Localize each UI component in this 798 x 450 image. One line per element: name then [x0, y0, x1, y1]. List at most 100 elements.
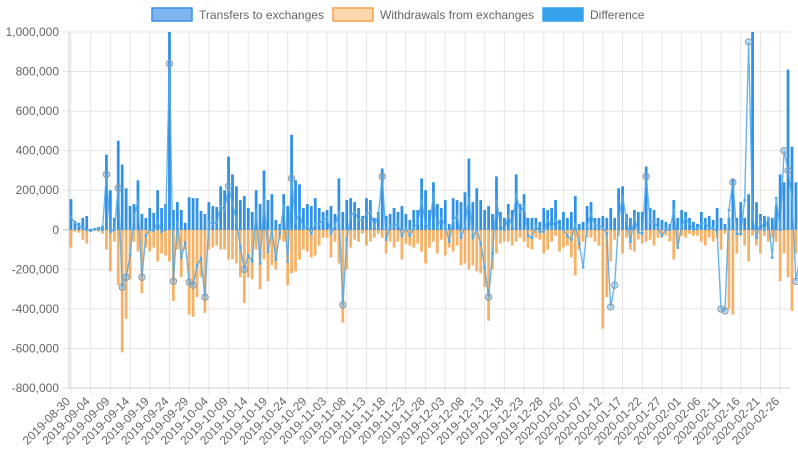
withdrawals-bar — [302, 229, 305, 250]
withdrawals-bar — [120, 229, 124, 353]
withdrawals-bar — [156, 229, 160, 262]
transfers-bar — [349, 198, 353, 230]
difference-point — [607, 303, 615, 311]
difference-point — [755, 236, 758, 240]
transfers-bar — [168, 32, 171, 230]
transfers-bar — [329, 206, 333, 230]
difference-point — [589, 212, 593, 216]
difference-point — [223, 208, 227, 212]
withdrawals-bar — [85, 229, 89, 244]
difference-point — [305, 224, 309, 228]
transfers-bar — [242, 196, 246, 230]
withdrawals-bar — [372, 229, 376, 238]
difference-point — [792, 277, 798, 285]
difference-point — [593, 224, 597, 228]
transfers-bar — [554, 200, 557, 230]
transfers-bar — [211, 206, 215, 230]
withdrawals-bar — [101, 229, 104, 234]
withdrawals-bar — [439, 229, 443, 240]
legend-label-1: Transfers to exchanges — [199, 8, 324, 22]
withdrawals-bar — [589, 229, 593, 238]
withdrawals-bar — [321, 229, 325, 238]
withdrawals-bar — [365, 229, 368, 246]
difference-point — [329, 232, 333, 236]
difference-point — [136, 200, 140, 204]
transfers-bar — [239, 200, 242, 230]
withdrawals-bar — [747, 229, 751, 262]
transfers-bar — [613, 217, 617, 230]
difference-point — [152, 229, 156, 233]
difference-point — [502, 228, 506, 232]
difference-point — [132, 214, 136, 218]
withdrawals-bar — [723, 229, 727, 234]
y-tick-label: 0 — [52, 223, 59, 237]
withdrawals-bar — [376, 229, 380, 234]
y-tick-label: 800,000 — [16, 65, 60, 79]
difference-point — [597, 224, 601, 228]
transfers-bar — [636, 211, 640, 230]
withdrawals-bar — [69, 229, 73, 248]
difference-point — [751, 216, 754, 220]
transfers-bar — [187, 197, 191, 230]
difference-point — [424, 222, 427, 226]
difference-point — [435, 226, 439, 230]
transfers-bar — [81, 217, 85, 230]
withdrawals-bar — [550, 229, 554, 242]
difference-point — [744, 38, 753, 46]
difference-point — [463, 224, 467, 228]
difference-point — [699, 222, 703, 226]
difference-point — [317, 222, 321, 226]
difference-point — [577, 242, 581, 246]
withdrawals-bar — [538, 229, 542, 240]
withdrawals-bar — [282, 229, 286, 242]
difference-point — [727, 208, 731, 212]
transfers-bar — [286, 206, 290, 230]
withdrawals-bar — [506, 229, 510, 242]
withdrawals-bar — [597, 229, 601, 246]
withdrawals-bar — [577, 229, 581, 250]
difference-point — [365, 212, 368, 216]
withdrawals-bar — [270, 229, 274, 266]
difference-point — [672, 208, 676, 212]
difference-point — [189, 281, 197, 289]
difference-point — [534, 224, 538, 228]
withdrawals-bar — [518, 229, 522, 238]
withdrawals-bar — [770, 229, 774, 238]
withdrawals-bar — [77, 229, 81, 233]
withdrawals-bar — [719, 229, 723, 250]
difference-point — [169, 277, 178, 285]
transfers-bar — [487, 206, 490, 230]
transfers-bar — [404, 213, 408, 230]
difference-point — [224, 182, 233, 190]
withdrawals-bar — [215, 229, 219, 246]
transfers-bar — [108, 190, 112, 230]
difference-point — [282, 204, 286, 208]
withdrawals-bar — [199, 229, 203, 278]
withdrawals-bar — [333, 229, 337, 242]
transfers-bar — [747, 194, 751, 230]
transfers-bar — [711, 219, 715, 230]
withdrawals-bar — [274, 229, 278, 270]
transfers-bar — [250, 211, 254, 230]
transfers-bar — [408, 219, 412, 230]
transfers-bar — [605, 217, 609, 230]
transfers-bar — [790, 146, 794, 230]
withdrawals-bar — [558, 229, 561, 252]
transfers-bar — [562, 211, 565, 230]
difference-point — [114, 184, 122, 192]
difference-point — [309, 232, 313, 236]
transfers-bar — [345, 200, 349, 230]
withdrawals-bar — [510, 229, 514, 246]
transfers-bar — [499, 211, 502, 230]
difference-point — [743, 198, 747, 202]
transfers-bar — [530, 217, 534, 230]
withdrawals-bar — [136, 229, 140, 252]
withdrawals-bar — [235, 229, 238, 264]
withdrawals-bar — [424, 229, 427, 264]
difference-point — [656, 226, 660, 230]
withdrawals-bar — [727, 229, 731, 309]
transfers-bar — [183, 222, 187, 230]
y-tick-label: 400,000 — [16, 144, 60, 158]
transfers-bar — [309, 206, 313, 230]
transfers-bar — [207, 202, 211, 230]
